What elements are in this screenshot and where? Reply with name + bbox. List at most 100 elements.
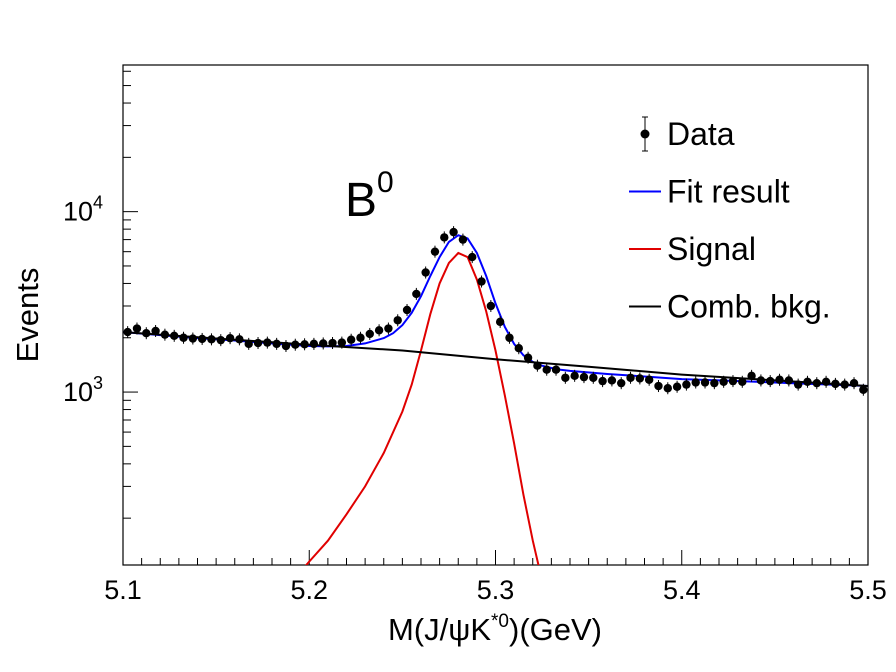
data-point [617,378,626,388]
data-point [821,377,831,386]
data-point [291,340,300,349]
data-point [123,327,132,337]
data-point [598,376,607,386]
data-point [207,335,216,344]
data-point [710,378,719,388]
data-point [766,376,775,386]
particle-label: B0 [345,166,394,227]
particle-label-base: B [345,174,377,227]
data-point [225,333,235,343]
data-point [514,344,523,353]
data-point [784,376,794,385]
data-point [421,268,430,277]
data-point [244,339,253,349]
data-point [533,361,542,370]
series-line-signal [304,251,540,565]
legend-marker [640,129,650,139]
data-point [477,277,486,286]
data-point [272,339,281,349]
x-axis-title-pre: M(J/ψK [388,612,491,647]
data-point [374,326,384,335]
data-point [179,333,188,342]
data-point [756,376,766,385]
particle-label-sup: 0 [377,166,394,199]
data-point [542,365,551,374]
y-tick-label: 103 [63,373,103,407]
data-point [840,380,849,389]
x-tick-label: 5.4 [663,575,701,605]
data-point [486,301,496,311]
data-point [412,289,421,299]
data-point [188,334,198,343]
data-point [663,384,672,393]
legend-label: Signal [667,231,756,267]
data-point [635,374,645,383]
legend: Data Fit result Signal Comb. bkg. [629,116,831,325]
series-layer [123,234,868,565]
data-point [831,379,840,389]
data-point [328,338,337,348]
data-point [468,252,477,262]
data-point [346,335,356,344]
data-point [859,385,868,394]
x-tick-label: 5.1 [104,575,142,605]
data-point [607,376,617,385]
data-point [682,380,691,389]
data-point [561,373,570,382]
data-point [356,333,365,342]
data-point [384,324,393,333]
data-point [793,380,803,389]
data-point [775,375,784,384]
legend-label: Fit result [667,174,790,210]
data-point [719,377,728,386]
data-point [551,365,561,374]
data-point [319,339,328,348]
data-point [700,378,710,387]
data-point [170,331,179,341]
data-point [458,235,468,244]
data-point [160,330,170,339]
data-point [654,381,663,391]
data-point [849,378,859,388]
x-tick-label: 5.3 [477,575,515,605]
legend-label: Data [667,116,735,152]
x-tick-label: 5.2 [290,575,328,605]
data-point [440,233,449,242]
data-point [449,227,458,237]
data-point [644,375,654,384]
data-point [151,326,160,336]
data-point [235,335,244,344]
data-point [337,338,347,347]
x-axis-title-sup: *0 [491,611,509,632]
data-point [263,338,272,347]
data-point [626,373,635,382]
axes: 5.1 5.2 5.3 5.4 5.5 103 104 [63,70,887,605]
data-point [253,338,263,348]
data-point [505,333,514,342]
data-point [570,371,579,381]
series-line-comb-bkg [123,331,868,387]
data-point [402,305,412,315]
data-point [309,339,319,349]
data-point [142,328,151,338]
data-point [803,377,812,386]
legend-label: Comb. bkg. [667,289,831,325]
x-axis-title-post: )(GeV) [509,612,602,647]
data-point [365,329,374,339]
data-point [747,371,756,381]
data-point [132,324,142,333]
data-point [738,377,747,386]
data-point [812,378,821,388]
data-point [579,372,589,382]
data-point [691,378,700,387]
data-point [393,316,402,325]
y-axis-title: Events [10,268,45,363]
data-point [728,376,738,386]
data-point [430,247,440,256]
data-point [523,353,533,362]
x-axis-title: M(J/ψK*0)(GeV) [388,611,602,647]
data-point [495,317,505,327]
y-tick-label: 104 [63,193,103,227]
data-point [300,340,309,349]
